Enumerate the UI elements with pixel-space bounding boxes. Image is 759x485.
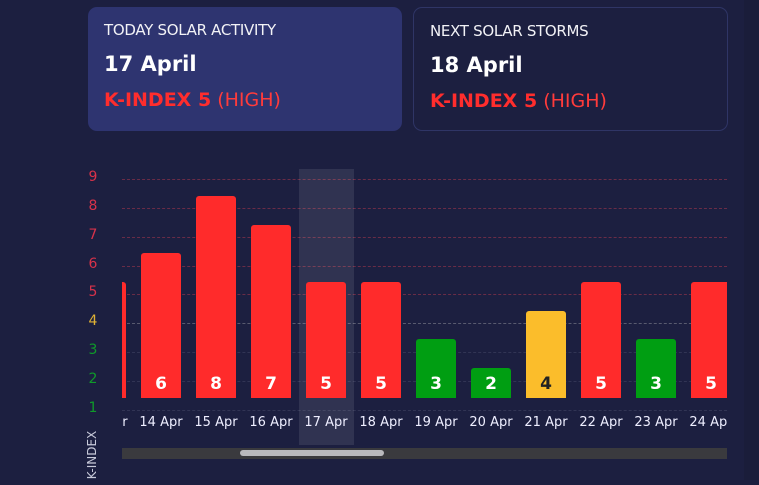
card-title: NEXT SOLAR STORMS (430, 22, 589, 40)
bar-23-apr[interactable]: 3 (636, 339, 676, 398)
bar-value-label: 3 (430, 373, 442, 394)
bar-value-label: 5 (595, 373, 607, 394)
x-tick-label: 17 Apr (304, 415, 348, 430)
bar-value-label: 8 (210, 373, 222, 394)
bar-16-apr[interactable]: 7 (251, 224, 291, 398)
y-tick-label: 3 (88, 342, 98, 359)
kindex-level: (HIGH) (543, 90, 607, 112)
x-tick-label: 23 Apr (634, 415, 678, 430)
card-date: 17 April (104, 52, 197, 76)
y-tick-label: 2 (88, 371, 98, 388)
bar-value-label: 5 (375, 373, 387, 394)
bar-19-apr[interactable]: 3 (416, 339, 456, 398)
today-activity-card[interactable]: TODAY SOLAR ACTIVITY 17 April K-INDEX 5 … (88, 7, 402, 131)
x-tick-label: 24 Apr (689, 415, 727, 430)
kindex-value: K-INDEX 5 (104, 89, 212, 111)
bar-22-apr[interactable]: 5 (581, 282, 621, 398)
bar-value-label: 4 (540, 373, 552, 394)
bar-value-label: 5 (122, 374, 126, 394)
y-tick-label: 1 (88, 400, 98, 416)
bar-value-label: 7 (265, 373, 277, 394)
bar-13-apr[interactable]: 5 (122, 282, 126, 398)
x-tick-label: 16 Apr (249, 415, 293, 430)
gridline (122, 207, 727, 209)
kindex-value: K-INDEX 5 (430, 90, 538, 112)
x-tick-label: 21 Apr (524, 415, 568, 430)
card-kindex: K-INDEX 5 (HIGH) (430, 90, 711, 112)
gridline (122, 265, 727, 267)
x-tick-label: 14 Apr (139, 415, 183, 430)
bar-14-apr[interactable]: 6 (141, 253, 181, 398)
gridline (122, 294, 727, 296)
kindex-level: (HIGH) (217, 89, 281, 111)
gridline (122, 178, 727, 180)
next-storms-card[interactable]: NEXT SOLAR STORMS 18 April K-INDEX 5 (HI… (413, 7, 728, 131)
y-axis-title: K-INDEX (85, 430, 99, 480)
chart-scrollbar[interactable] (122, 448, 727, 459)
y-tick-label: 7 (88, 226, 98, 243)
x-tick-label: 15 Apr (194, 415, 238, 430)
bar-value-label: 5 (705, 373, 717, 394)
x-tick-label: 22 Apr (579, 415, 623, 430)
y-tick-label: 4 (88, 313, 98, 330)
bar-value-label: 2 (485, 373, 497, 394)
y-tick-label: 6 (88, 255, 98, 272)
bar-15-apr[interactable]: 8 (196, 195, 236, 398)
bar-18-apr[interactable]: 5 (361, 282, 401, 398)
bar-value-label: 5 (320, 373, 332, 394)
bar-24-apr[interactable]: 5 (691, 282, 727, 398)
bar-17-apr[interactable]: 5 (306, 282, 346, 398)
card-date: 18 April (430, 53, 523, 77)
gridline (122, 323, 727, 325)
gridline (122, 410, 727, 411)
card-kindex: K-INDEX 5 (HIGH) (104, 89, 386, 111)
bar-20-apr[interactable]: 2 (471, 368, 511, 398)
bar-value-label: 6 (155, 373, 167, 394)
x-tick-label: 13 Apr (122, 415, 128, 430)
kindex-chart: 5 13 Apr 6 14 Apr 8 15 Apr 7 16 Apr 5 17 Apr 5 18 A… (122, 165, 727, 445)
x-tick-label: 19 Apr (414, 415, 458, 430)
x-tick-label: 20 Apr (469, 415, 513, 430)
bar-value-label: 3 (650, 373, 662, 394)
card-title: TODAY SOLAR ACTIVITY (104, 21, 276, 39)
y-tick-label: 9 (88, 168, 98, 185)
page-scrollbar-track (744, 0, 759, 480)
bar-21-apr[interactable]: 4 (526, 310, 566, 398)
y-tick-label: 8 (88, 197, 98, 214)
x-tick-label: 18 Apr (359, 415, 403, 430)
y-tick-label: 5 (88, 284, 98, 301)
gridline (122, 236, 727, 238)
scrollbar-thumb[interactable] (240, 450, 384, 456)
